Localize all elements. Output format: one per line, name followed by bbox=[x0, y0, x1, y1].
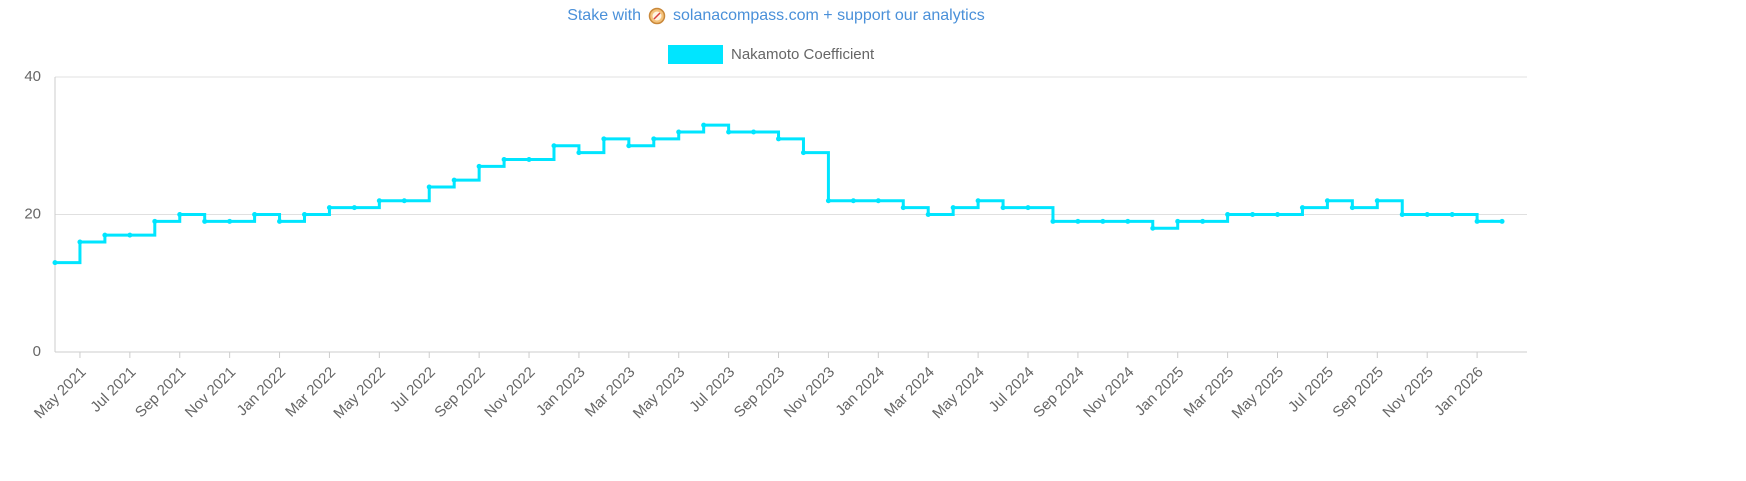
x-tick-label: Jan 2026 bbox=[1431, 364, 1487, 420]
data-point bbox=[1250, 212, 1256, 217]
data-point bbox=[1399, 212, 1405, 217]
data-point bbox=[152, 218, 158, 224]
x-tick-label: Sep 2024 bbox=[1030, 364, 1087, 421]
x-tick-label: Nov 2022 bbox=[481, 364, 538, 421]
data-point bbox=[1150, 225, 1156, 231]
x-tick-label: May 2025 bbox=[1229, 364, 1288, 423]
data-point bbox=[501, 157, 507, 162]
data-point bbox=[651, 136, 657, 142]
data-point bbox=[776, 136, 782, 142]
data-point bbox=[1275, 212, 1281, 217]
data-point bbox=[127, 232, 133, 238]
data-point bbox=[825, 198, 831, 204]
legend-swatch bbox=[668, 45, 723, 64]
data-point bbox=[1025, 205, 1031, 211]
data-point bbox=[351, 205, 357, 211]
data-point bbox=[626, 143, 632, 149]
data-line bbox=[55, 123, 1503, 265]
data-point bbox=[426, 184, 432, 190]
data-point bbox=[1374, 198, 1380, 204]
compass-icon bbox=[648, 7, 666, 25]
data-point bbox=[950, 205, 956, 211]
x-tick-label: Nov 2023 bbox=[781, 364, 838, 421]
banner-prefix: Stake with bbox=[567, 7, 641, 24]
x-tick-label: Mar 2024 bbox=[881, 364, 938, 421]
data-point bbox=[1000, 205, 1006, 211]
data-point bbox=[1474, 218, 1480, 224]
y-tick-label: 40 bbox=[24, 68, 41, 85]
x-tick-label: May 2024 bbox=[929, 364, 988, 423]
data-point bbox=[277, 218, 283, 224]
data-point bbox=[1175, 218, 1181, 224]
x-tick-label: Mar 2022 bbox=[282, 364, 339, 421]
data-point bbox=[451, 177, 457, 183]
data-point bbox=[975, 198, 981, 204]
legend-label: Nakamoto Coefficient bbox=[731, 46, 875, 63]
data-point bbox=[576, 150, 582, 156]
x-tick-label: Sep 2022 bbox=[431, 364, 488, 421]
x-tick-label: Jan 2025 bbox=[1132, 364, 1188, 420]
data-point bbox=[601, 136, 607, 142]
data-point bbox=[77, 239, 83, 245]
data-point bbox=[177, 212, 183, 217]
data-point bbox=[227, 218, 233, 224]
data-point bbox=[1225, 212, 1231, 217]
data-point bbox=[925, 212, 931, 217]
data-point bbox=[1200, 218, 1206, 224]
data-point bbox=[1050, 218, 1056, 224]
data-point bbox=[1424, 212, 1430, 217]
data-point bbox=[1125, 218, 1131, 224]
data-point bbox=[875, 198, 881, 204]
data-point bbox=[1100, 218, 1106, 224]
data-point bbox=[701, 122, 707, 128]
data-point bbox=[800, 150, 806, 156]
y-tick-label: 20 bbox=[24, 205, 41, 222]
x-tick-label: Nov 2025 bbox=[1379, 364, 1436, 421]
x-tick-label: Jan 2022 bbox=[234, 364, 290, 420]
data-point bbox=[1449, 212, 1455, 217]
x-tick-label: Sep 2023 bbox=[731, 364, 788, 421]
data-point bbox=[401, 198, 407, 204]
banner-link[interactable]: solanacompass.com + support our analytic… bbox=[673, 7, 985, 24]
data-point bbox=[202, 218, 208, 224]
x-tick-label: Jan 2023 bbox=[533, 364, 589, 420]
x-tick-label: Nov 2024 bbox=[1080, 364, 1137, 421]
data-point bbox=[102, 232, 108, 238]
x-tick-label: Mar 2023 bbox=[582, 364, 639, 421]
data-point bbox=[326, 205, 332, 211]
data-point bbox=[551, 143, 557, 149]
x-tick-label: Sep 2021 bbox=[132, 364, 189, 421]
data-point bbox=[252, 212, 258, 217]
data-point bbox=[726, 129, 732, 135]
data-point bbox=[1499, 218, 1505, 224]
data-point bbox=[376, 198, 382, 204]
data-point bbox=[1349, 205, 1355, 211]
x-tick-label: May 2021 bbox=[31, 364, 90, 423]
y-tick-label: 0 bbox=[33, 343, 41, 360]
data-point bbox=[52, 260, 58, 266]
data-point bbox=[526, 157, 532, 162]
x-tick-label: Sep 2025 bbox=[1329, 364, 1386, 421]
data-point bbox=[900, 205, 906, 211]
data-point bbox=[1324, 198, 1330, 204]
data-point bbox=[301, 212, 307, 217]
data-point bbox=[751, 129, 757, 135]
data-point bbox=[476, 163, 482, 169]
x-tick-label: Nov 2021 bbox=[182, 364, 239, 421]
x-tick-label: Jan 2024 bbox=[832, 364, 888, 420]
data-point bbox=[1299, 205, 1305, 211]
data-point bbox=[676, 129, 682, 135]
x-tick-label: May 2023 bbox=[630, 364, 689, 423]
data-point bbox=[850, 198, 856, 204]
data-point bbox=[1075, 218, 1081, 224]
x-tick-label: May 2022 bbox=[330, 364, 389, 423]
x-tick-label: Mar 2025 bbox=[1180, 364, 1237, 421]
